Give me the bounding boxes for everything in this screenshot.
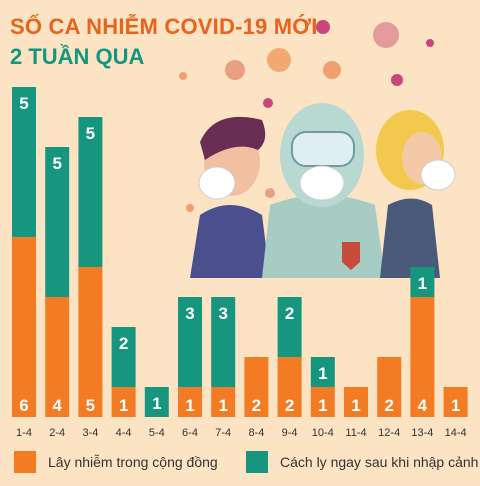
bar-segment-community	[78, 267, 103, 417]
bar-value-label: 5	[19, 94, 28, 113]
bar-value-label: 4	[52, 396, 62, 415]
bar-segment-community	[111, 387, 136, 417]
x-tick-label: 13-4	[411, 427, 433, 439]
bar-segment-community	[377, 357, 402, 417]
bar-value-label: 5	[86, 396, 95, 415]
x-tick-label: 9-4	[282, 427, 298, 439]
bar-segment-quarantine	[12, 87, 36, 237]
bar-value-label: 5	[86, 124, 95, 143]
bar-segment-quarantine	[45, 147, 70, 297]
bar-value-label: 2	[252, 396, 261, 415]
bar-segment-community	[211, 387, 236, 417]
x-tick-label: 7-4	[215, 427, 231, 439]
bar-segment-community	[344, 387, 368, 417]
bar-value-label: 2	[119, 334, 128, 353]
bar-segment-quarantine	[310, 357, 335, 387]
legend-label-quarantine: Cách ly ngay sau khi nhập cảnh	[280, 454, 479, 470]
x-tick-label: 1-4	[16, 427, 32, 439]
bar-value-label: 1	[351, 396, 360, 415]
bar-value-label: 5	[52, 154, 61, 173]
bars-layer: 6 5 4 5 5 5 1 2 1 1 3 1 3 2 2 2 1 1 1 2 4 1 1	[12, 87, 468, 417]
legend-item-quarantine: Cách ly ngay sau khi nhập cảnh	[246, 451, 478, 473]
bar-value-label: 6	[19, 396, 28, 415]
bar-value-label: 1	[119, 396, 128, 415]
bar-segment-quarantine	[277, 297, 302, 357]
x-tick-label: 5-4	[149, 427, 165, 439]
bar-segment-community	[277, 357, 302, 417]
bar-value-label: 4	[418, 396, 428, 415]
x-axis: 1-4 2-4 3-4 4-4 5-4 6-4 7-4 8-4 9-4 10-4 11-4 12-4 1…	[16, 427, 467, 439]
x-tick-label: 12-4	[378, 427, 400, 439]
bar-value-label: 1	[152, 394, 161, 413]
x-tick-label: 10-4	[312, 427, 334, 439]
x-tick-label: 6-4	[182, 427, 198, 439]
bar-segment-quarantine	[211, 297, 236, 387]
bar-value-label: 1	[318, 396, 327, 415]
bar-segment-quarantine	[410, 267, 435, 297]
x-tick-label: 8-4	[248, 427, 264, 439]
bar-value-label: 2	[384, 396, 393, 415]
legend-swatch-community	[14, 451, 36, 473]
x-tick-label: 2-4	[49, 427, 65, 439]
bar-value-label: 2	[285, 396, 294, 415]
legend-item-community: Lây nhiễm trong cộng đồng	[14, 451, 218, 473]
legend-swatch-quarantine	[246, 451, 268, 473]
bar-segment-community	[244, 357, 269, 417]
x-tick-label: 3-4	[82, 427, 98, 439]
bar-value-label: 1	[185, 396, 194, 415]
bar-segment-community	[443, 387, 468, 417]
bar-segment-quarantine	[178, 297, 202, 387]
person-right-illustration	[376, 110, 456, 278]
bar-value-label: 1	[451, 396, 460, 415]
bar-segment-community	[410, 297, 435, 417]
bar-value-label: 1	[418, 274, 427, 293]
person-middle-illustration	[262, 103, 385, 278]
bar-value-label: 3	[218, 304, 227, 323]
bar-value-label: 3	[185, 304, 194, 323]
bar-value-label: 1	[318, 364, 327, 383]
bar-segment-community	[310, 387, 335, 417]
bar-segment-quarantine	[144, 387, 169, 417]
bar-segment-community	[45, 297, 70, 417]
x-tick-label: 11-4	[345, 427, 366, 439]
x-tick-label: 4-4	[116, 427, 132, 439]
bar-value-label: 2	[285, 304, 294, 323]
legend-label-community: Lây nhiễm trong cộng đồng	[48, 454, 218, 470]
bar-segment-quarantine	[78, 117, 103, 267]
chart-title: SỐ CA NHIỄM COVID-19 MỚI	[10, 14, 318, 39]
chart-subtitle: 2 TUẦN QUA	[10, 44, 145, 69]
bar-segment-community	[178, 387, 202, 417]
bar-segment-quarantine	[111, 327, 136, 387]
illustration-decor	[179, 20, 456, 278]
virus-icon	[179, 20, 434, 212]
person-left-illustration	[190, 116, 270, 278]
bar-segment-community	[12, 237, 36, 417]
x-tick-label: 14-4	[445, 427, 467, 439]
bar-value-label: 1	[218, 396, 227, 415]
